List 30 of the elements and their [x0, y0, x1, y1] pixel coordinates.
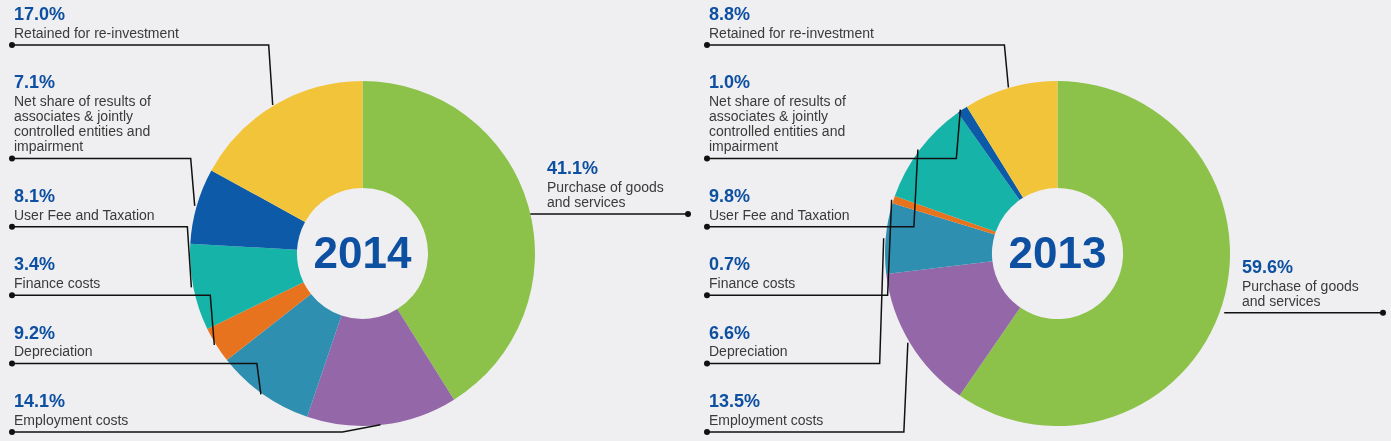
data-label: 13.5% — [709, 390, 761, 411]
slice-label: Retained for re-investment — [709, 24, 875, 41]
slice-label: Net share of results of associates & jointly controlled entities and impairment — [709, 93, 847, 155]
text: 2013 — [1008, 227, 1107, 277]
slice-label: User Fee and Taxation — [709, 206, 850, 223]
data-label: 1.0% — [709, 72, 751, 93]
data-label: 59.6% — [1242, 256, 1294, 277]
slice-label: Net share of results of associates & jointly controlled entities and impairment — [14, 93, 152, 155]
slice-label: Depreciation — [709, 343, 788, 360]
slice-label: Finance costs — [14, 275, 101, 292]
data-label: 3.4% — [14, 254, 56, 275]
data-label: 7.1% — [14, 72, 56, 93]
slice-label: Depreciation — [14, 343, 93, 360]
slice-label: User Fee and Taxation — [14, 206, 155, 223]
slice-label: Finance costs — [709, 275, 796, 292]
data-label: 6.6% — [709, 322, 751, 343]
slice-label: Purchase of goods and services — [1242, 277, 1359, 309]
data-label: 8.8% — [709, 3, 751, 24]
data-label: 17.0% — [14, 3, 66, 24]
text: 2014 — [313, 227, 412, 277]
slice-label: Purchase of goods and services — [547, 178, 664, 210]
data-label: 9.2% — [14, 322, 56, 343]
data-label: 0.7% — [709, 254, 751, 275]
slice-label: Employment costs — [709, 411, 824, 428]
data-label: 14.1% — [14, 390, 66, 411]
slice-label: Retained for re-investment — [14, 24, 180, 41]
data-label: 41.1% — [547, 157, 599, 178]
data-label: 8.1% — [14, 185, 56, 206]
slice-label: Employment costs — [14, 411, 129, 428]
data-label: 9.8% — [709, 185, 751, 206]
